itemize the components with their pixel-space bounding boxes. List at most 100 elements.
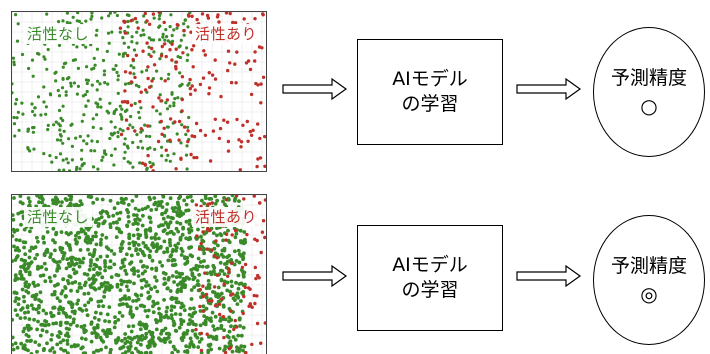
inactive-point <box>217 346 222 351</box>
inactive-point <box>57 43 62 47</box>
inactive-point <box>184 132 188 137</box>
inactive-point <box>212 265 217 270</box>
inactive-point <box>127 347 132 352</box>
active-point <box>218 126 223 131</box>
inactive-point <box>104 345 108 350</box>
inactive-point <box>21 265 26 270</box>
inactive-point <box>50 314 54 319</box>
inactive-point <box>169 13 173 17</box>
active-point <box>162 20 166 25</box>
active-point <box>207 71 211 75</box>
inactive-point <box>59 116 63 120</box>
inactive-point <box>185 58 189 63</box>
inactive-point <box>29 303 34 308</box>
inactive-point <box>54 321 59 326</box>
inactive-point <box>146 308 151 313</box>
inactive-point <box>188 336 193 341</box>
inactive-point <box>29 245 34 250</box>
active-point <box>253 301 257 306</box>
active-point <box>226 68 230 73</box>
active-point <box>174 60 179 64</box>
inactive-point <box>135 41 139 45</box>
inactive-point <box>64 90 68 94</box>
inactive-point <box>70 144 74 148</box>
inactive-point <box>165 286 170 291</box>
active-point <box>203 133 208 137</box>
inactive-point <box>178 236 183 241</box>
inactive-point <box>27 66 31 71</box>
active-point <box>156 139 161 144</box>
inactive-point <box>172 280 177 284</box>
inactive-point <box>236 333 241 338</box>
active-point <box>202 49 206 53</box>
active-point <box>226 49 231 53</box>
inactive-point <box>168 238 172 242</box>
inactive-point <box>172 232 176 236</box>
inactive-point <box>197 264 202 269</box>
model-subtitle: の学習 <box>401 93 459 115</box>
inactive-point <box>42 240 46 245</box>
inactive-point <box>46 127 50 132</box>
scatter-canvas <box>12 12 266 171</box>
inactive-point <box>85 81 89 86</box>
inactive-point <box>21 346 26 351</box>
inactive-point <box>53 195 58 200</box>
inactive-point <box>48 279 53 284</box>
inactive-point <box>185 260 190 265</box>
inactive-point <box>209 270 213 275</box>
inactive-point <box>172 323 176 328</box>
active-point <box>242 294 246 299</box>
active-point <box>210 299 214 303</box>
inactive-point <box>124 284 129 289</box>
inactive-point <box>138 327 143 332</box>
inactive-point <box>38 265 43 270</box>
inactive-point <box>72 81 76 85</box>
inactive-point <box>65 278 70 283</box>
inactive-point <box>108 198 113 203</box>
active-point <box>162 126 166 130</box>
active-point <box>238 168 242 171</box>
active-point <box>201 230 205 234</box>
inactive-point <box>76 84 80 88</box>
inactive-point <box>181 332 186 337</box>
inactive-point <box>23 262 27 266</box>
inactive-point <box>99 215 104 219</box>
inactive-point <box>149 236 154 240</box>
inactive-point <box>198 309 203 313</box>
active-point <box>118 26 123 30</box>
inactive-point <box>170 206 175 210</box>
inactive-point <box>45 341 49 346</box>
inactive-point <box>28 339 33 343</box>
inactive-point <box>57 94 62 98</box>
inactive-point <box>162 282 167 287</box>
inactive-point <box>195 279 200 283</box>
active-point <box>199 331 204 336</box>
inactive-point <box>140 338 144 342</box>
inactive-point <box>18 316 23 320</box>
inactive-point <box>142 304 147 309</box>
inactive-point <box>174 275 179 279</box>
inactive-point <box>227 315 232 320</box>
inactive-point <box>82 113 86 117</box>
active-point <box>233 318 237 323</box>
inactive-point <box>174 248 179 253</box>
inactive-point <box>102 294 106 299</box>
inactive-point <box>78 199 83 203</box>
active-point <box>129 103 134 107</box>
inactive-point <box>33 297 38 301</box>
inactive-point <box>72 317 76 322</box>
active-point <box>211 129 216 133</box>
inactive-point <box>31 306 36 311</box>
inactive-point <box>64 266 69 271</box>
model-subtitle: の学習 <box>401 279 459 301</box>
inactive-point <box>51 198 55 203</box>
inactive-point <box>148 342 152 346</box>
inactive-point <box>227 335 231 340</box>
active-point <box>253 59 257 63</box>
inactive-point <box>176 55 180 59</box>
inactive-point <box>223 347 227 352</box>
inactive-point <box>215 226 219 231</box>
inactive-point <box>163 38 167 42</box>
inactive-point <box>124 302 129 307</box>
inactive-point <box>168 243 173 248</box>
